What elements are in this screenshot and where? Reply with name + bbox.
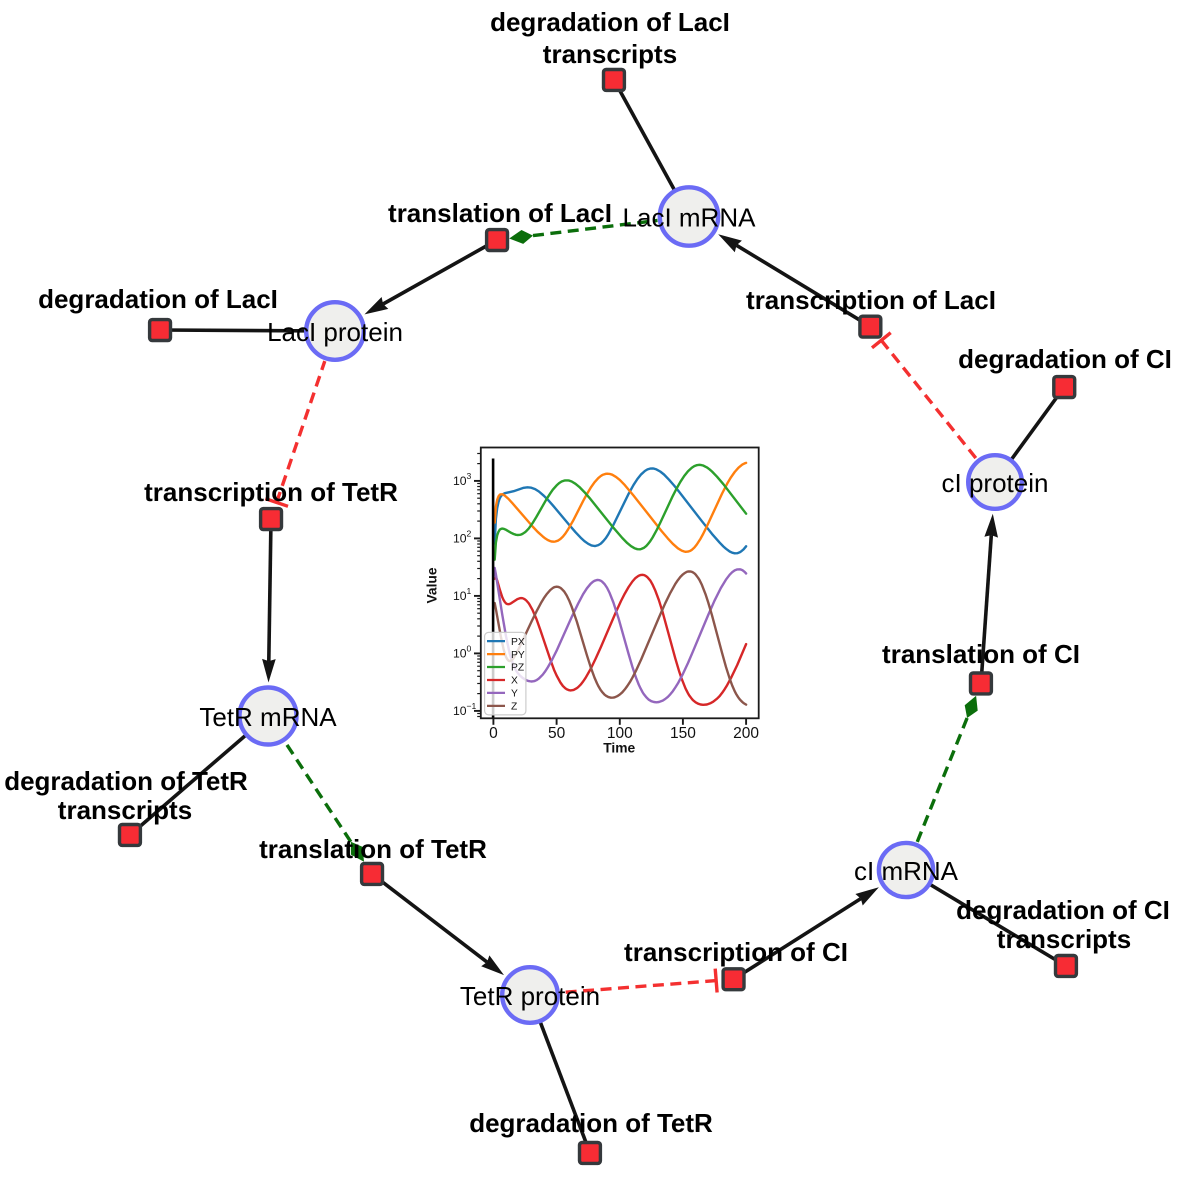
svg-text:transcription of CI: transcription of CI [624,937,848,967]
svg-text:Y: Y [511,689,518,700]
svg-text:10: 10 [453,704,467,718]
svg-text:degradation of TetR: degradation of TetR [469,1108,713,1138]
svg-text:transcription of LacI: transcription of LacI [746,285,996,315]
svg-text:X: X [511,676,518,687]
svg-text:transcripts: transcripts [543,39,677,69]
svg-text:1: 1 [467,586,472,596]
svg-text:degradation of CI: degradation of CI [958,344,1172,374]
svg-text:degradation of LacI: degradation of LacI [38,284,278,314]
svg-text:100: 100 [607,725,633,742]
svg-text:Time: Time [603,741,635,756]
svg-text:Z: Z [511,702,517,713]
svg-text:degradation of CI: degradation of CI [956,895,1170,925]
svg-text:10: 10 [453,647,467,661]
svg-text:TetR mRNA: TetR mRNA [199,702,337,732]
svg-text:10: 10 [453,532,467,546]
svg-text:cI protein: cI protein [942,468,1049,498]
svg-text:Value: Value [424,567,439,603]
svg-text:transcripts: transcripts [997,924,1131,954]
svg-text:10: 10 [453,474,467,488]
svg-text:PY: PY [511,650,525,661]
svg-text:3: 3 [467,471,472,481]
svg-text:10: 10 [453,589,467,603]
svg-text:0: 0 [489,725,498,742]
svg-text:translation of LacI: translation of LacI [388,198,612,228]
svg-text:50: 50 [548,725,566,742]
svg-text:degradation of TetR: degradation of TetR [4,766,248,796]
svg-text:PX: PX [511,637,525,648]
svg-text:150: 150 [670,725,696,742]
svg-text:transcription of TetR: transcription of TetR [144,477,398,507]
svg-text:2: 2 [467,529,472,539]
svg-text:translation of CI: translation of CI [882,639,1080,669]
svg-text:200: 200 [733,725,759,742]
svg-text:translation of TetR: translation of TetR [259,834,487,864]
svg-text:0: 0 [467,644,472,654]
svg-text:PZ: PZ [511,663,524,674]
svg-text:degradation of LacI: degradation of LacI [490,7,730,37]
svg-text:TetR protein: TetR protein [460,981,600,1011]
svg-text:−1: −1 [467,701,477,711]
svg-text:LacI mRNA: LacI mRNA [623,203,757,233]
svg-text:LacI protein: LacI protein [267,317,403,347]
svg-text:cI mRNA: cI mRNA [854,856,959,886]
svg-text:transcripts: transcripts [58,795,192,825]
